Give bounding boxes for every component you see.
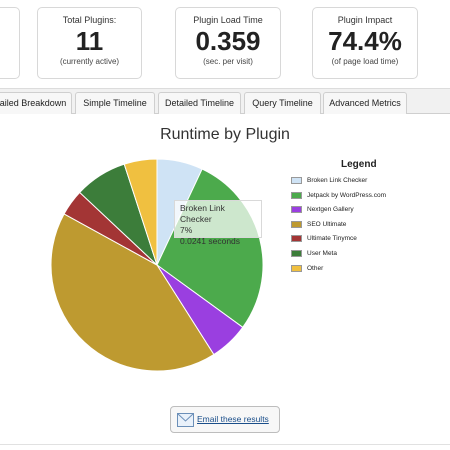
tab-query-timeline[interactable]: Query Timeline [244,92,321,114]
tooltip-time: 0.0241 seconds [180,236,241,246]
stat-label: Plugin Impact [337,15,393,25]
tab-advanced-metrics[interactable]: Advanced Metrics [323,92,407,114]
stat-value: 74.4% [328,26,402,56]
pie-slice-seo-ultimate[interactable] [50,213,215,372]
legend-label: User Meta [307,250,337,257]
chart-tooltip: Broken Link Checker 7% 0.0241 seconds [174,200,262,246]
chart-title: Runtime by Plugin [160,126,290,143]
legend-swatch [291,250,302,257]
stat-value: 11 [75,26,104,56]
legend-swatch [291,177,302,184]
legend-label: Jetpack by WordPress.com [307,191,386,199]
stat-card-total-plugins: Total Plugins: 11 (currently active) [37,7,142,79]
tab-simple-timeline[interactable]: Simple Timeline [75,92,155,114]
tooltip-percent: 7% [180,225,193,235]
legend-swatch [291,264,302,272]
envelope-icon [177,413,194,427]
legend-title: Legend [341,159,377,170]
stat-label: Total Plugins: [62,15,117,25]
tab-detailed-timeline[interactable]: Detailed Timeline [158,92,241,114]
legend-label: Other [307,264,324,272]
stat-card-load-time: Plugin Load Time 0.359 (sec. per visit) [175,7,281,79]
legend-label: SEO Ultimate [307,220,347,228]
legend-swatch [291,235,302,243]
email-results-button[interactable]: Email these results [170,406,280,433]
legend-swatch [291,191,302,199]
legend-swatch [291,220,302,228]
stat-subtext: (currently active) [59,57,120,66]
stat-card-partial [0,7,20,79]
pie-slice-other[interactable] [123,158,158,266]
stat-card-plugin-impact: Plugin Impact 74.4% (of page load time) [312,7,418,79]
stat-subtext: (of page load time) [331,57,399,66]
stat-subtext: (sec. per visit) [203,57,253,66]
tab-bar: ailed Breakdown Simple Timeline Detailed… [0,88,450,114]
divider [0,444,450,445]
legend-label: Broken Link Checker [307,177,368,184]
legend-label: Nextgen Gallery [307,206,354,214]
legend-swatch [291,206,302,214]
tooltip-label: Broken Link Checker [180,203,225,224]
stat-value: 0.359 [195,26,261,56]
email-results-label[interactable]: Email these results [197,414,269,424]
tab-detailed-breakdown[interactable]: ailed Breakdown [0,92,72,114]
stat-label: Plugin Load Time [193,15,263,25]
legend-label: Ultimate Tinymce [307,235,357,243]
